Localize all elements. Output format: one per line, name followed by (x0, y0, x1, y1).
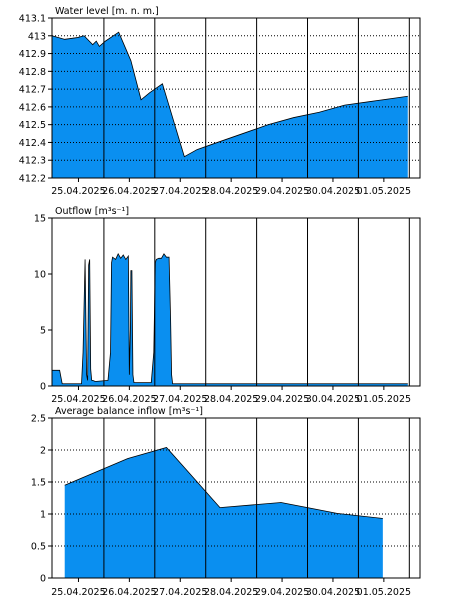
y-tick-label: 413 (28, 31, 46, 42)
x-tick-label: 27.04.2025 (153, 186, 207, 197)
series-line (64, 446, 383, 519)
x-tick-label: 29.04.2025 (255, 186, 309, 197)
series-area (64, 447, 383, 578)
y-tick-label: 412.4 (19, 138, 46, 149)
x-tick-label: 26.04.2025 (102, 587, 156, 598)
x-tick-label: 27.04.2025 (153, 394, 207, 405)
y-tick-label: 1.5 (31, 478, 46, 489)
x-tick-label: 30.04.2025 (306, 394, 360, 405)
x-tick-label: 01.05.2025 (357, 186, 411, 197)
y-tick-label: 412.5 (19, 120, 46, 131)
plot-frame (51, 417, 421, 579)
x-tick-label: 29.04.2025 (255, 587, 309, 598)
y-tick-label: 1 (40, 510, 46, 521)
x-tick-label: 25.04.2025 (51, 587, 105, 598)
x-tick-label: 28.04.2025 (204, 186, 258, 197)
y-tick-label: 412.7 (19, 85, 46, 96)
plot-area (52, 218, 420, 386)
y-tick-label: 5 (40, 326, 46, 337)
chart-1: 412.2 412.3 412.4 412.5 412.6 412.7 412.8 412.9… (19, 6, 421, 197)
y-tick-label: 10 (34, 270, 46, 281)
x-tick-label: 30.04.2025 (306, 186, 360, 197)
y-tick-label: 412.6 (19, 102, 46, 113)
y-tick-label: 413.1 (19, 14, 46, 25)
chart-title: Average balance inflow [m³s⁻¹] (55, 406, 203, 417)
x-tick-label: 25.04.2025 (51, 394, 105, 405)
series-area (52, 253, 408, 386)
y-tick-label: 2.5 (31, 414, 46, 425)
y-tick-label: 0 (40, 382, 46, 393)
chart-2: 0 5 10 15 25.04.202526.04.202527.04.202528.0… (34, 206, 421, 405)
series-line (52, 252, 408, 385)
plot-frame (51, 17, 421, 179)
x-tick-label: 01.05.2025 (357, 394, 411, 405)
y-tick-label: 2 (40, 446, 46, 457)
x-tick-label: 30.04.2025 (306, 587, 360, 598)
y-tick-label: 412.8 (19, 67, 46, 78)
chart-title: Outflow [m³s⁻¹] (55, 206, 129, 217)
x-tick-label: 29.04.2025 (255, 394, 309, 405)
x-tick-label: 28.04.2025 (204, 587, 258, 598)
x-tick-label: 26.04.2025 (102, 394, 156, 405)
y-tick-label: 0.5 (31, 542, 46, 553)
chart-title: Water level [m. n. m.] (55, 6, 159, 17)
y-tick-label: 412.3 (19, 156, 46, 167)
x-tick-label: 26.04.2025 (102, 186, 156, 197)
y-tick-label: 15 (34, 214, 46, 225)
y-tick-label: 412.2 (19, 174, 46, 185)
x-tick-label: 01.05.2025 (357, 587, 411, 598)
x-tick-label: 28.04.2025 (204, 394, 258, 405)
plot-frame (51, 217, 421, 387)
series-area (52, 32, 408, 178)
chart-3: 0 0.5 1 1.5 2 2.5 25.04.202526.04.202527.04.20… (31, 406, 421, 598)
y-tick-label: 412.9 (19, 49, 46, 60)
x-tick-label: 27.04.2025 (153, 587, 207, 598)
y-tick-label: 0 (40, 574, 46, 585)
x-tick-label: 25.04.2025 (51, 186, 105, 197)
series-line (51, 31, 408, 158)
